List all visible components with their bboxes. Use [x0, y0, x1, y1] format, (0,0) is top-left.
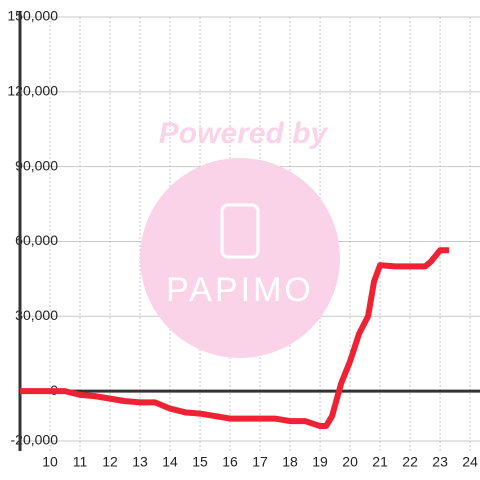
x-tick-label: 21: [372, 454, 388, 470]
watermark: Powered by PAPIMO: [140, 117, 340, 358]
x-tick-label: 15: [192, 454, 208, 470]
x-tick-label: 10: [42, 454, 58, 470]
watermark-top: Powered by: [159, 117, 329, 150]
x-tick-label: 20: [342, 454, 358, 470]
watermark-bottom: PAPIMO: [166, 271, 314, 309]
x-tick-label: 13: [132, 454, 148, 470]
y-tick-label: 60,000: [15, 232, 58, 248]
line-series: [20, 247, 450, 430]
y-tick-label: 150,000: [7, 8, 58, 24]
x-tick-label: 12: [102, 454, 118, 470]
x-tick-label: 18: [282, 454, 298, 470]
y-tick-label: 30,000: [15, 307, 58, 323]
x-tick-label: 22: [402, 454, 418, 470]
y-tick-label: -20,000: [11, 432, 59, 448]
y-tick-label: 90,000: [15, 157, 58, 173]
x-tick-label: 14: [162, 454, 178, 470]
x-tick-label: 19: [312, 454, 328, 470]
watermark-icon: [220, 203, 260, 259]
x-tick-label: 23: [432, 454, 448, 470]
x-tick-label: 11: [73, 454, 88, 470]
x-tick-label: 16: [222, 454, 238, 470]
x-tick-label: 17: [252, 454, 268, 470]
y-tick-label: 120,000: [7, 83, 58, 99]
x-tick-label: 24: [462, 454, 478, 470]
